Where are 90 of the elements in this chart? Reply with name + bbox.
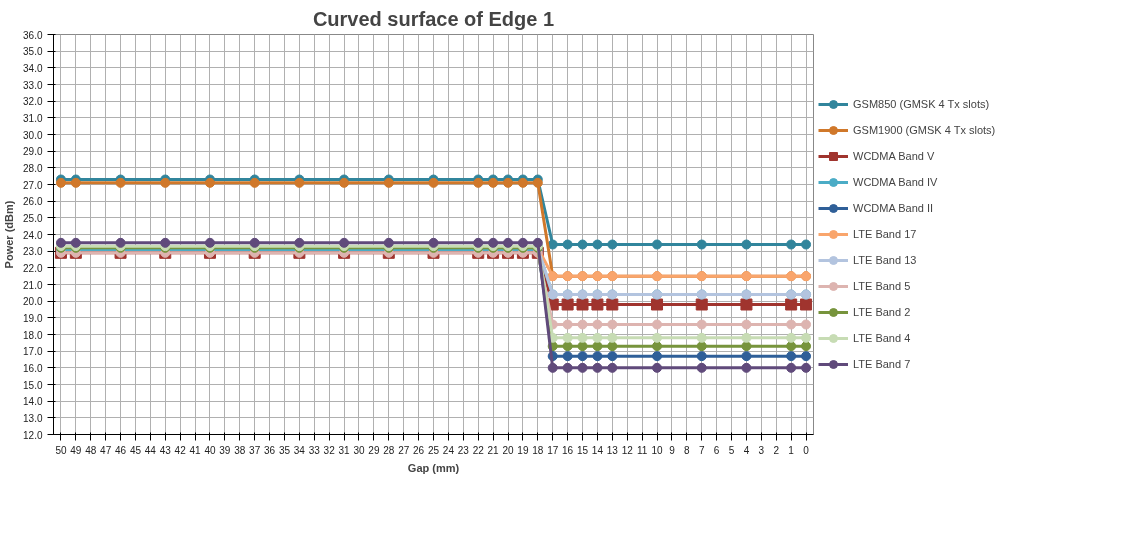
x-tick-label: 19 [517,444,529,456]
legend-label: WCDMA Band IV [853,176,938,188]
y-tick-label: 27.0 [23,179,43,191]
x-tick-label: 34 [293,444,306,456]
x-tick-label: 26 [413,444,425,456]
y-tick-label: 33.0 [23,79,43,91]
x-tick-label: 2 [773,444,780,456]
x-tick-label: 12 [621,444,634,456]
legend-label: LTE Band 7 [853,358,911,370]
y-axis-title: Power (dBm) [3,200,16,269]
y-tick-label: 28.0 [23,162,43,174]
y-tick-label: 25.0 [23,212,43,224]
legend-label: LTE Band 17 [853,228,917,240]
x-tick-label: 49 [70,444,82,456]
y-tick-label: 13.0 [23,412,43,424]
x-tick-label: 7 [698,444,705,456]
y-tick-label: 34.0 [23,62,43,74]
x-tick-label: 24 [442,444,455,456]
x-tick-label: 32 [323,444,336,456]
y-tick-label: 16.0 [23,362,43,374]
y-tick-label: 31.0 [23,112,43,124]
x-tick-label: 27 [398,444,410,456]
x-tick-label: 3 [758,444,765,456]
x-tick-label: 30 [353,444,365,456]
x-tick-label: 41 [189,444,202,456]
legend-label: LTE Band 5 [853,280,911,292]
x-tick-label: 37 [249,444,261,456]
x-tick-label: 46 [115,444,127,456]
y-tick-label: 36.0 [23,29,43,41]
y-tick-label: 12.0 [23,429,43,441]
y-tick-label: 18.0 [23,329,43,341]
x-tick-label: 0 [803,444,810,456]
legend-label: GSM850 (GMSK 4 Tx slots) [853,98,990,110]
x-tick-label: 9 [669,444,676,456]
y-tick-label: 32.0 [23,96,43,108]
x-tick-label: 11 [636,444,648,456]
y-tick-label: 15.0 [23,379,43,391]
x-tick-label: 48 [85,444,97,456]
y-tick-label: 26.0 [23,196,43,208]
x-tick-label: 5 [728,444,735,456]
x-tick-label: 38 [234,444,246,456]
x-tick-label: 8 [684,444,691,456]
x-tick-label: 14 [591,444,604,456]
legend-label: LTE Band 2 [853,306,911,318]
x-tick-label: 6 [713,444,720,456]
x-axis-title: Gap (mm) [407,461,460,474]
chart-title: Curved surface of Edge 1 [312,7,555,30]
x-tick-label: 17 [547,444,559,456]
x-tick-label: 40 [204,444,216,456]
x-tick-label: 23 [457,444,470,456]
y-tick-label: 30.0 [23,129,43,141]
x-tick-label: 20 [502,444,515,456]
x-tick-label: 4 [743,444,750,456]
y-tick-label: 24.0 [23,229,43,241]
x-tick-label: 43 [159,444,172,456]
x-tick-label: 28 [383,444,395,456]
x-tick-label: 31 [338,444,351,456]
y-tick-label: 20.0 [23,296,43,308]
x-tick-label: 15 [576,444,589,456]
y-tick-label: 19.0 [23,312,43,324]
x-tick-label: 10 [651,444,664,456]
legend-label: WCDMA Band II [853,202,934,214]
y-tick-label: 17.0 [23,346,43,358]
y-tick-label: 21.0 [23,279,43,291]
legend-label: LTE Band 4 [853,332,911,344]
y-tick-label: 35.0 [23,46,43,58]
y-tick-label: 23.0 [23,246,43,258]
y-tick-label: 14.0 [23,396,43,408]
x-tick-label: 39 [219,444,231,456]
x-tick-label: 29 [368,444,380,456]
x-tick-label: 33 [308,444,321,456]
x-tick-label: 18 [532,444,544,456]
x-tick-label: 22 [472,444,485,456]
x-tick-label: 50 [55,444,67,456]
y-tick-label: 22.0 [23,262,43,274]
legend-label: LTE Band 13 [853,254,917,266]
x-tick-label: 42 [174,444,187,456]
x-tick-label: 47 [100,444,112,456]
y-tick-label: 29.0 [23,146,43,158]
x-tick-label: 44 [144,444,157,456]
x-tick-label: 21 [487,444,500,456]
x-tick-label: 25 [427,444,440,456]
x-tick-label: 35 [278,444,291,456]
x-tick-label: 36 [264,444,276,456]
x-tick-label: 1 [788,444,795,456]
x-tick-label: 16 [562,444,574,456]
x-tick-label: 13 [606,444,619,456]
x-tick-label: 45 [129,444,142,456]
legend-label: WCDMA Band V [853,150,935,162]
legend-label: GSM1900 (GMSK 4 Tx slots) [853,124,996,136]
